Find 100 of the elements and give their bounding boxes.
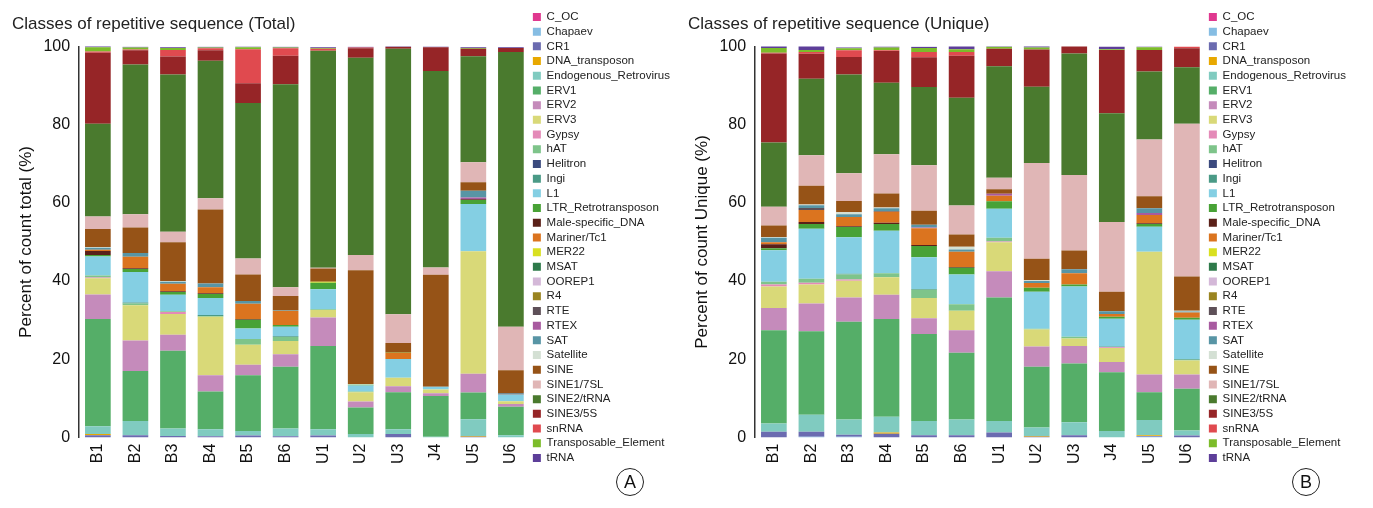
y-tick-label: 60 xyxy=(728,193,747,211)
legend-label: R4 xyxy=(546,289,562,302)
legend-label: ERV2 xyxy=(1222,98,1253,111)
x-tick-label: B2 xyxy=(125,443,143,464)
legend-label: Mariner/Tc1 xyxy=(1222,230,1283,243)
legend-label: L1 xyxy=(546,186,560,199)
x-tick-label: U5 xyxy=(1139,443,1157,464)
x-tick-label: U1 xyxy=(989,443,1007,464)
legend-label: MSAT xyxy=(1222,260,1254,273)
legend-label: SAT xyxy=(1222,333,1245,346)
legend-label: snRNA xyxy=(546,421,584,434)
legend-label: SINE3/5S xyxy=(546,407,598,420)
legend-label: ERV2 xyxy=(546,98,577,111)
x-tick-label: U3 xyxy=(388,443,406,464)
legend-label: RTE xyxy=(1222,304,1246,317)
legend-label: Chapaev xyxy=(1222,24,1269,37)
legend-label: Mariner/Tc1 xyxy=(546,230,607,243)
legend-label: R4 xyxy=(1222,289,1238,302)
legend-label: Endogenous_Retrovirus xyxy=(1222,68,1347,81)
legend-label: SINE1/7SL xyxy=(546,377,605,390)
legend-label: CR1 xyxy=(546,39,570,52)
x-tick-label: B2 xyxy=(801,443,819,464)
y-tick-label: 80 xyxy=(52,115,71,133)
legend-label: tRNA xyxy=(1222,451,1251,464)
legend-label: Helitron xyxy=(546,157,587,170)
x-tick-label: U6 xyxy=(501,443,519,464)
legend-label: Satellite xyxy=(1222,348,1264,361)
x-tick-label: B5 xyxy=(238,443,256,464)
legend-label: Ingi xyxy=(546,171,566,184)
x-tick-label: B4 xyxy=(200,443,218,464)
legend-label: snRNA xyxy=(1222,421,1260,434)
legend-label: CR1 xyxy=(1222,39,1246,52)
y-tick-label: 0 xyxy=(737,427,747,445)
legend-label: Gypsy xyxy=(1222,127,1256,140)
legend-label: OOREP1 xyxy=(1222,274,1271,287)
y-axis-title: Percent of count total (%) xyxy=(15,146,35,338)
legend-label: ERV3 xyxy=(546,113,577,126)
y-tick-label: 60 xyxy=(52,193,71,211)
legend-label: LTR_Retrotransposon xyxy=(1222,201,1335,214)
x-tick-label: B3 xyxy=(163,443,181,464)
text: A xyxy=(616,468,644,496)
legend-label: DNA_transposon xyxy=(546,54,635,67)
x-tick-label: B1 xyxy=(88,443,106,464)
legend-label: SINE xyxy=(546,362,574,375)
y-tick-label: 20 xyxy=(52,349,71,367)
x-tick-label: B4 xyxy=(876,443,894,464)
text: B xyxy=(1292,468,1320,496)
legend-label: SINE2/tRNA xyxy=(1222,392,1287,405)
x-tick-label: B6 xyxy=(952,443,970,464)
legend-label: MSAT xyxy=(546,260,578,273)
legend-label: SAT xyxy=(546,333,569,346)
x-tick-label: U2 xyxy=(1027,443,1045,464)
legend-label: Satellite xyxy=(546,348,588,361)
legend-label: L1 xyxy=(1222,186,1236,199)
legend-label: RTEX xyxy=(1222,318,1254,331)
legend-label: LTR_Retrotransposon xyxy=(546,201,659,214)
x-tick-label: J4 xyxy=(1102,443,1120,461)
legend-label: Helitron xyxy=(1222,157,1263,170)
legend-label: SINE xyxy=(1222,362,1250,375)
legend-label: Chapaev xyxy=(546,24,593,37)
x-tick-label: B1 xyxy=(764,443,782,464)
legend-label: C_OC xyxy=(546,10,579,23)
legend-label: ERV3 xyxy=(1222,113,1253,126)
legend-label: SINE1/7SL xyxy=(1222,377,1281,390)
legend-label: Male-specific_DNA xyxy=(546,215,645,228)
legend-label: DNA_transposon xyxy=(1222,54,1311,67)
legend-label: Gypsy xyxy=(546,127,580,140)
y-tick-label: 100 xyxy=(719,36,747,54)
y-tick-label: 40 xyxy=(52,271,71,289)
legend-label: MER22 xyxy=(1222,245,1261,258)
y-tick-label: 20 xyxy=(728,349,747,367)
legend-label: ERV1 xyxy=(546,83,577,96)
y-tick-label: 100 xyxy=(43,36,71,54)
chart-title: Classes of repetitive sequence (Total) xyxy=(12,13,296,33)
legend-label: OOREP1 xyxy=(546,274,595,287)
chart-title: Classes of repetitive sequence (Unique) xyxy=(688,13,990,33)
x-tick-label: U3 xyxy=(1064,443,1082,464)
legend-label: RTE xyxy=(546,304,570,317)
y-tick-label: 0 xyxy=(61,427,71,445)
legend-label: Transposable_Element xyxy=(546,436,666,449)
legend-label: SINE3/5S xyxy=(1222,407,1274,420)
x-tick-label: B5 xyxy=(914,443,932,464)
x-tick-label: B3 xyxy=(839,443,857,464)
y-axis-title: Percent of count Unique (%) xyxy=(691,135,711,349)
legend-label: RTEX xyxy=(546,318,578,331)
legend-label: SINE2/tRNA xyxy=(546,392,611,405)
legend-label: hAT xyxy=(1222,142,1243,155)
x-tick-label: B6 xyxy=(276,443,294,464)
y-tick-label: 80 xyxy=(728,115,747,133)
y-tick-label: 40 xyxy=(728,271,747,289)
legend-label: Male-specific_DNA xyxy=(1222,215,1321,228)
x-tick-label: U2 xyxy=(351,443,369,464)
x-tick-label: U5 xyxy=(463,443,481,464)
legend-label: ERV1 xyxy=(1222,83,1253,96)
x-tick-label: U1 xyxy=(313,443,331,464)
x-tick-label: U6 xyxy=(1177,443,1195,464)
legend-label: tRNA xyxy=(546,451,575,464)
legend-label: Transposable_Element xyxy=(1222,436,1342,449)
legend-label: hAT xyxy=(546,142,567,155)
legend-label: C_OC xyxy=(1222,10,1255,23)
